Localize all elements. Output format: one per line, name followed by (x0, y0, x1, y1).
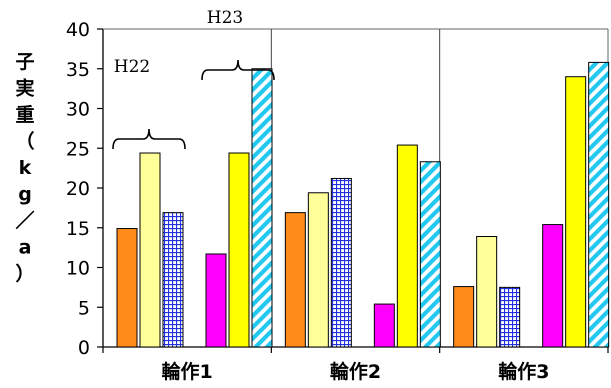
y-axis-label-char: （ (15, 130, 34, 153)
bar (205, 253, 227, 348)
bar (139, 152, 161, 348)
y-axis-label-char: 子 (15, 51, 34, 73)
category-label: 輪作2 (330, 360, 381, 383)
y-tick-label: 35 (66, 59, 90, 81)
bar (419, 161, 441, 348)
y-axis-label-char: a (19, 237, 32, 259)
y-axis-label: 子実重 （ kg ／ a ） (15, 51, 34, 285)
bracket (112, 128, 186, 150)
bar (542, 224, 564, 348)
y-tick-label: 0 (78, 337, 90, 359)
category-labels: 輪作1 輪作2 輪作3 (162, 360, 550, 383)
y-axis-label-char: g (18, 184, 32, 206)
y-axis-label-char: 実 (15, 77, 34, 100)
y-axis-label-char: 重 (15, 104, 34, 126)
y-tick-label: 25 (66, 138, 90, 160)
y-tick-label: 40 (66, 19, 90, 41)
bar (453, 286, 475, 348)
bar (116, 228, 138, 348)
bar (588, 61, 610, 348)
category-label: 輪作1 (162, 360, 213, 383)
y-tick-label: 15 (66, 218, 90, 240)
annotations: H22 H23 (112, 8, 275, 150)
annotation-label: H23 (207, 8, 243, 28)
bar (162, 212, 184, 348)
y-tick-label: 5 (78, 297, 90, 319)
y-tick-label: 20 (66, 178, 90, 200)
bar (396, 144, 418, 348)
bracket (201, 59, 275, 81)
y-axis-label-char: ／ (15, 209, 34, 232)
annotation-label: H22 (114, 57, 150, 77)
bar (307, 192, 329, 348)
plot-area (102, 28, 610, 353)
y-axis: 0 5 10 15 20 25 30 35 40 (66, 19, 104, 359)
y-axis-label-char: ） (15, 262, 34, 285)
y-tick-label: 10 (66, 258, 90, 280)
bar (565, 76, 587, 348)
bar (284, 212, 306, 348)
bar (499, 286, 521, 348)
bar (251, 68, 273, 348)
bar (228, 152, 250, 348)
bar (330, 177, 352, 348)
bar (373, 303, 395, 348)
category-label: 輪作3 (498, 360, 549, 383)
y-tick-label: 30 (66, 99, 90, 121)
bar (476, 235, 498, 348)
y-axis-label-char: k (19, 157, 32, 179)
